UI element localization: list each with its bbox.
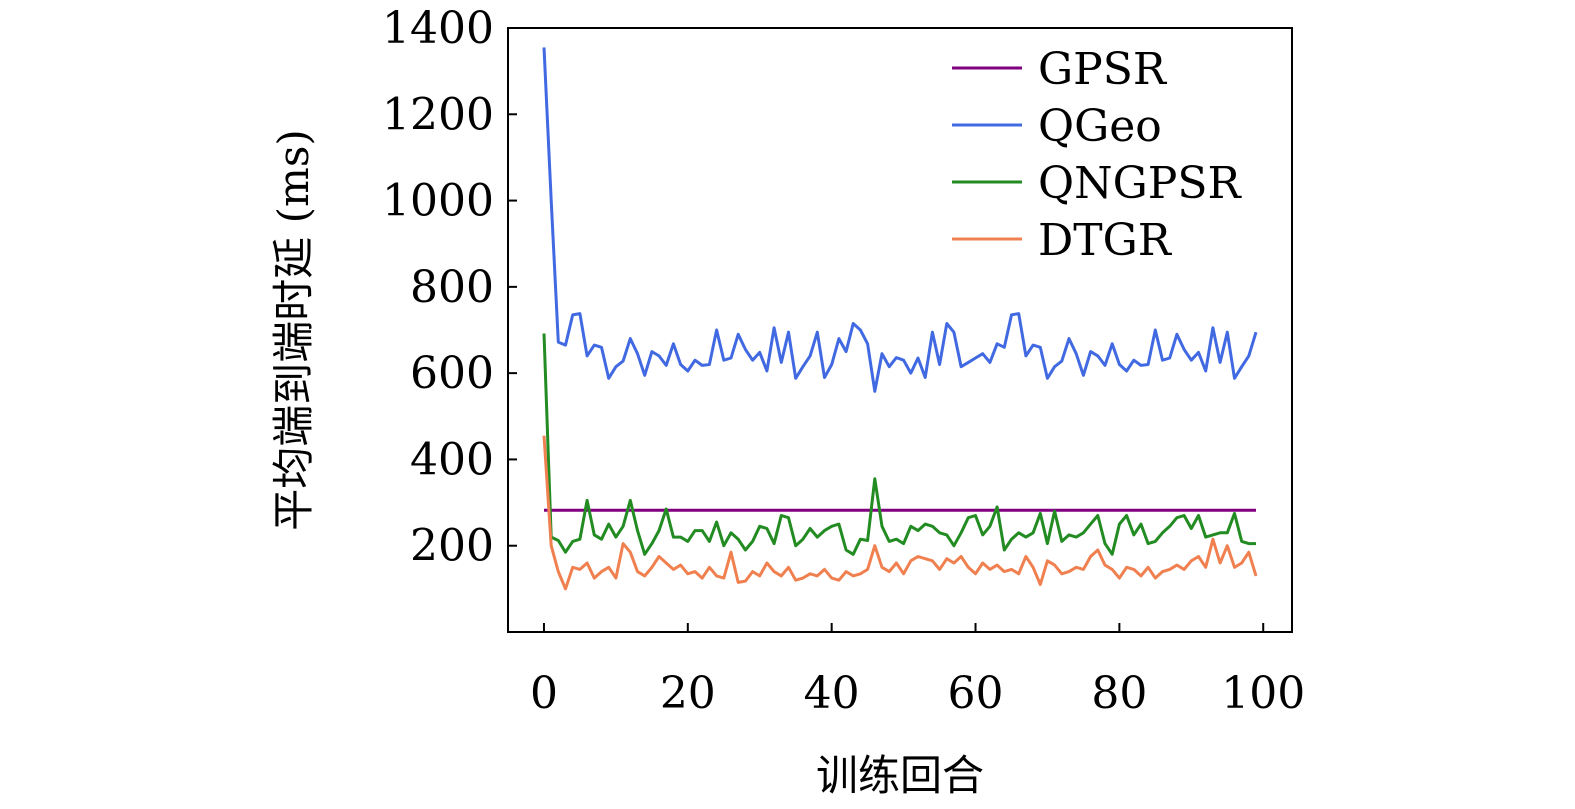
y-tick-label: 200 [410, 521, 494, 572]
x-tick-label: 40 [804, 668, 860, 719]
legend-label-gpsr: GPSR [1038, 44, 1168, 95]
series-line-dtgr [542, 435, 1258, 591]
x-tick-label: 60 [948, 668, 1004, 719]
y-axis-ticks: 200 400 600 800 1000 1200 1400 [382, 3, 517, 572]
x-tick-label: 100 [1221, 668, 1305, 719]
legend-item-dtgr: DTGR [952, 215, 1173, 266]
plot-area-frame [507, 27, 1293, 633]
legend: GPSR QGeo QNGPSR DTGR [952, 44, 1242, 266]
y-tick-label: 1400 [382, 3, 494, 54]
y-tick-label: 800 [410, 262, 494, 313]
legend-label-qgeo: QGeo [1038, 101, 1162, 152]
x-tick-label: 80 [1091, 668, 1147, 719]
y-tick-label: 600 [410, 348, 494, 399]
series-line-qgeo [542, 47, 1258, 393]
y-axis-title: 平均端到端时延 (ms) [269, 129, 318, 531]
y-tick-label: 1200 [382, 89, 494, 140]
x-tick-label: 0 [530, 668, 558, 719]
x-tick-label: 20 [660, 668, 716, 719]
legend-item-qngpsr: QNGPSR [952, 158, 1242, 209]
legend-item-gpsr: GPSR [952, 44, 1168, 95]
series-lines [542, 47, 1258, 591]
legend-label-qngpsr: QNGPSR [1038, 158, 1242, 209]
x-axis-ticks: 0 20 40 60 80 100 [530, 623, 1305, 719]
series-line-qngpsr [542, 333, 1256, 556]
x-axis-title: 训练回合 [816, 751, 984, 800]
y-tick-label: 400 [410, 434, 494, 485]
legend-item-qgeo: QGeo [952, 101, 1162, 152]
y-tick-label: 1000 [382, 176, 494, 227]
legend-label-dtgr: DTGR [1038, 215, 1173, 266]
